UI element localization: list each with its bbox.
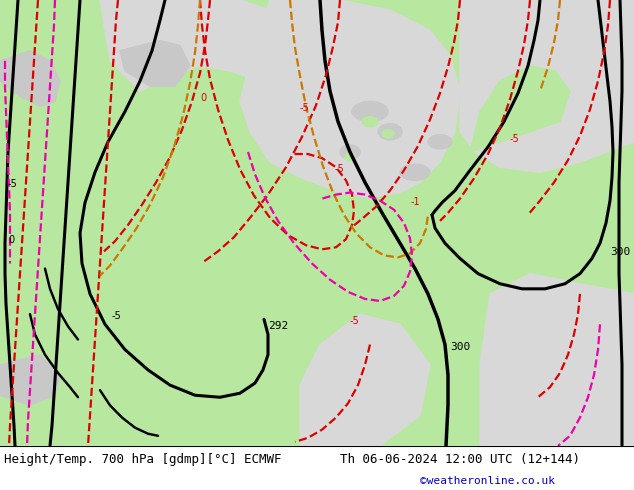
Polygon shape xyxy=(120,41,190,86)
Text: Th 06-06-2024 12:00 UTC (12+144): Th 06-06-2024 12:00 UTC (12+144) xyxy=(340,453,580,466)
Text: -5: -5 xyxy=(335,164,345,174)
Text: 300: 300 xyxy=(610,247,630,257)
Polygon shape xyxy=(378,123,402,140)
Polygon shape xyxy=(100,0,330,91)
Text: 0: 0 xyxy=(200,93,206,103)
Text: ©weatheronline.co.uk: ©weatheronline.co.uk xyxy=(420,476,555,486)
Polygon shape xyxy=(470,66,570,152)
Polygon shape xyxy=(0,50,60,106)
Polygon shape xyxy=(240,0,460,197)
Polygon shape xyxy=(460,0,634,172)
Polygon shape xyxy=(352,101,388,122)
Polygon shape xyxy=(400,164,430,180)
Polygon shape xyxy=(428,135,452,149)
Polygon shape xyxy=(362,117,378,127)
Text: 292: 292 xyxy=(268,321,288,331)
Text: -5: -5 xyxy=(510,134,520,144)
Text: -5: -5 xyxy=(8,179,18,190)
Polygon shape xyxy=(580,182,634,243)
Polygon shape xyxy=(480,273,634,446)
Polygon shape xyxy=(345,153,355,161)
Text: -5: -5 xyxy=(300,103,310,114)
Text: 300: 300 xyxy=(450,342,470,352)
Text: -1: -1 xyxy=(410,196,420,207)
Text: Height/Temp. 700 hPa [gdmp][°C] ECMWF: Height/Temp. 700 hPa [gdmp][°C] ECMWF xyxy=(4,453,281,466)
Polygon shape xyxy=(382,130,394,138)
Text: -5: -5 xyxy=(112,311,122,321)
Text: 0: 0 xyxy=(8,235,14,245)
Text: -5: -5 xyxy=(350,316,359,326)
Polygon shape xyxy=(300,314,430,446)
Polygon shape xyxy=(340,145,360,159)
Polygon shape xyxy=(0,355,60,405)
